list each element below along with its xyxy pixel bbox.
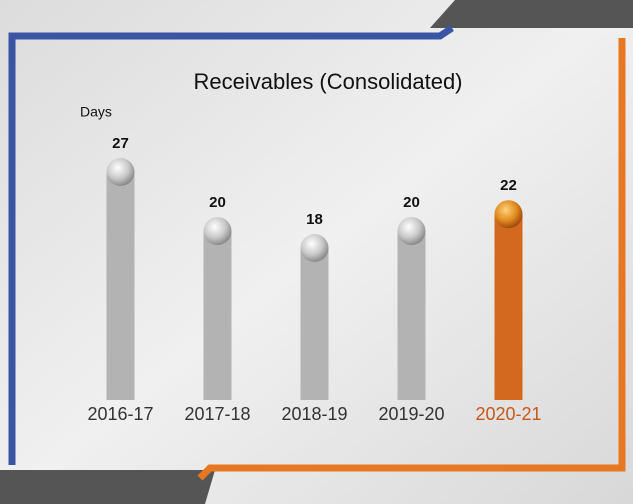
bar-cap — [204, 217, 232, 245]
bar-cap — [398, 217, 426, 245]
bar — [398, 231, 426, 400]
x-tick-label: 2019-20 — [378, 404, 444, 424]
corner-top — [430, 0, 633, 28]
chart: Receivables (Consolidated) Days 27 2016-1… — [0, 0, 633, 504]
x-tick-label: 2016-17 — [87, 404, 153, 424]
x-tick-label: 2018-19 — [281, 404, 347, 424]
value-label: 22 — [500, 177, 517, 194]
value-label: 18 — [306, 211, 323, 228]
bar-cap — [107, 158, 135, 186]
bar — [301, 248, 329, 400]
value-label: 27 — [112, 135, 129, 152]
bar-cap — [301, 234, 329, 262]
x-tick-label: 2017-18 — [184, 404, 250, 424]
bar — [495, 214, 523, 400]
x-tick-label: 2020-21 — [475, 404, 541, 424]
bar — [107, 172, 135, 400]
value-label: 20 — [209, 194, 226, 211]
chart-title: Receivables (Consolidated) — [193, 69, 462, 94]
value-label: 20 — [403, 194, 420, 211]
corner-bottom — [0, 470, 215, 504]
bar — [204, 231, 232, 400]
y-axis-label: Days — [80, 104, 112, 120]
bar-cap — [495, 200, 523, 228]
